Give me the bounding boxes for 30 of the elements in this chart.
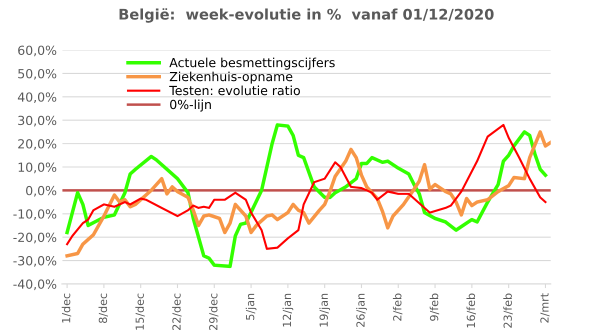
y-tick-label: 0,0%: [26, 186, 56, 197]
y-tick-label: -10,0%: [13, 209, 56, 220]
y-tick-label: -30,0%: [13, 256, 56, 267]
x-tick-label: 9/feb: [430, 294, 440, 321]
x-tick-label: 15/dec: [135, 294, 145, 330]
y-tick-label: -20,0%: [13, 232, 56, 244]
y-tick-label: 10,0%: [18, 162, 56, 174]
x-tick-label: 8/dec: [98, 294, 108, 323]
x-tick-label: 2/feb: [392, 294, 402, 321]
x-tick-label: 19/jan: [319, 294, 330, 327]
x-tick-label: 22/dec: [172, 294, 182, 330]
x-tick-label: 26/jan: [356, 294, 367, 327]
legend-label: 0%-lijn: [170, 100, 211, 112]
y-tick-label: 60,0%: [18, 46, 56, 56]
legend-label: Actuele besmettingscijfers: [169, 58, 335, 70]
y-tick-label: 50,0%: [18, 68, 56, 80]
x-tick-label: 2/mrt: [540, 293, 550, 323]
y-tick-label: 20,0%: [18, 139, 56, 150]
x-tick-label: 16/feb: [466, 294, 476, 328]
x-tick-label: 1/dec: [62, 294, 72, 323]
x-tick-label: 29/dec: [208, 294, 218, 330]
y-tick-label: 30,0%: [18, 116, 56, 126]
x-tick-label: 23/feb: [503, 294, 513, 328]
legend-label: Testen: evolutie ratio: [169, 86, 300, 96]
x-tick-label: 12/jan: [282, 294, 294, 327]
chart-title: België: week-evolutie in % vanaf 01/12/2020: [120, 8, 494, 23]
x-tick-label: 5/jan: [246, 294, 256, 320]
y-tick-label: 40,0%: [18, 92, 56, 104]
legend-label: Ziekenhuis-opname: [170, 72, 292, 84]
y-tick-label: -40,0%: [13, 279, 56, 290]
